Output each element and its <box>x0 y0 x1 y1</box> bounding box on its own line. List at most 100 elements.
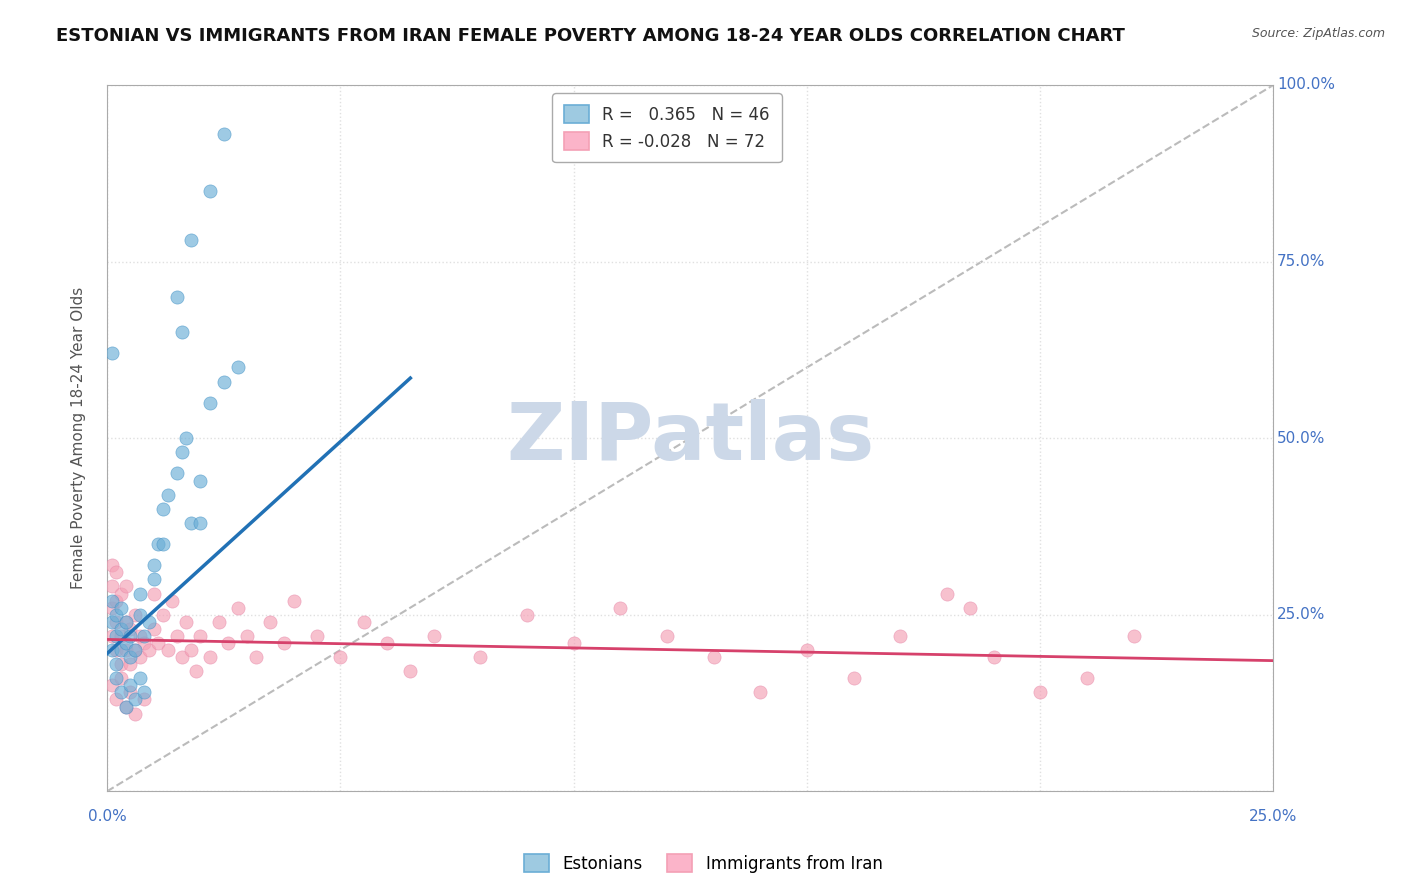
Point <box>142 622 165 636</box>
Point <box>190 629 212 643</box>
Point <box>105 607 128 622</box>
Text: ESTONIAN VS IMMIGRANTS FROM IRAN FEMALE POVERTY AMONG 18-24 YEAR OLDS CORRELATIO: ESTONIAN VS IMMIGRANTS FROM IRAN FEMALE … <box>56 27 1125 45</box>
Point <box>128 586 150 600</box>
Point <box>114 699 136 714</box>
Point <box>176 431 198 445</box>
Point <box>935 586 957 600</box>
Text: 100.0%: 100.0% <box>1277 78 1334 93</box>
Point <box>1029 685 1052 699</box>
Point <box>142 573 165 587</box>
Y-axis label: Female Poverty Among 18-24 Year Olds: Female Poverty Among 18-24 Year Olds <box>72 287 86 590</box>
Point <box>128 607 150 622</box>
Point <box>105 671 128 685</box>
Point <box>105 629 128 643</box>
Point <box>100 615 122 629</box>
Point <box>198 650 221 665</box>
Point <box>128 650 150 665</box>
Point <box>124 692 146 706</box>
Point <box>142 586 165 600</box>
Point <box>190 474 212 488</box>
Point <box>655 629 678 643</box>
Point <box>124 706 146 721</box>
Point <box>1076 671 1098 685</box>
Point <box>170 445 193 459</box>
Point <box>329 650 352 665</box>
Text: 75.0%: 75.0% <box>1277 254 1326 269</box>
Legend: Estonians, Immigrants from Iran: Estonians, Immigrants from Iran <box>517 847 889 880</box>
Point <box>138 615 160 629</box>
Point <box>156 488 179 502</box>
Point <box>703 650 725 665</box>
Text: 50.0%: 50.0% <box>1277 431 1326 446</box>
Point <box>100 558 122 573</box>
Point <box>217 636 239 650</box>
Point <box>226 600 249 615</box>
Point <box>470 650 492 665</box>
Point <box>100 346 122 360</box>
Point <box>156 643 179 657</box>
Point <box>100 600 122 615</box>
Point <box>259 615 281 629</box>
Point <box>166 290 188 304</box>
Point <box>105 643 128 657</box>
Point <box>749 685 772 699</box>
Point <box>100 579 122 593</box>
Point <box>114 615 136 629</box>
Point <box>114 643 136 657</box>
Point <box>609 600 631 615</box>
Point <box>124 607 146 622</box>
Point <box>516 607 538 622</box>
Point <box>128 671 150 685</box>
Point <box>245 650 267 665</box>
Point <box>100 593 122 607</box>
Point <box>105 615 128 629</box>
Text: Source: ZipAtlas.com: Source: ZipAtlas.com <box>1251 27 1385 40</box>
Point <box>305 629 328 643</box>
Point <box>148 636 170 650</box>
Point <box>152 537 174 551</box>
Point <box>134 636 156 650</box>
Point <box>114 699 136 714</box>
Point <box>124 643 146 657</box>
Point <box>110 657 132 672</box>
Point <box>176 615 198 629</box>
Point <box>1122 629 1144 643</box>
Point <box>152 501 174 516</box>
Point <box>375 636 398 650</box>
Point <box>353 615 375 629</box>
Point <box>180 643 202 657</box>
Point <box>110 643 132 657</box>
Point <box>562 636 585 650</box>
Point <box>110 629 132 643</box>
Point <box>100 629 122 643</box>
Point <box>180 516 202 530</box>
Point <box>120 685 142 699</box>
Point <box>105 566 128 580</box>
Point <box>128 629 150 643</box>
Point <box>283 593 305 607</box>
Point <box>134 629 156 643</box>
Point <box>184 664 207 678</box>
Point <box>134 685 156 699</box>
Text: ZIPatlas: ZIPatlas <box>506 399 875 477</box>
Point <box>170 325 193 339</box>
Point <box>148 537 170 551</box>
Point <box>134 692 156 706</box>
Point <box>180 233 202 247</box>
Point <box>842 671 865 685</box>
Point <box>105 657 128 672</box>
Point <box>273 636 295 650</box>
Point <box>226 360 249 375</box>
Point <box>959 600 981 615</box>
Point <box>142 558 165 573</box>
Point <box>120 622 142 636</box>
Point <box>105 593 128 607</box>
Legend: R =   0.365   N = 46, R = -0.028   N = 72: R = 0.365 N = 46, R = -0.028 N = 72 <box>553 94 782 162</box>
Point <box>110 671 132 685</box>
Point <box>399 664 422 678</box>
Text: 25.0%: 25.0% <box>1277 607 1326 623</box>
Point <box>100 678 122 692</box>
Point <box>198 184 221 198</box>
Point <box>166 467 188 481</box>
Point <box>110 586 132 600</box>
